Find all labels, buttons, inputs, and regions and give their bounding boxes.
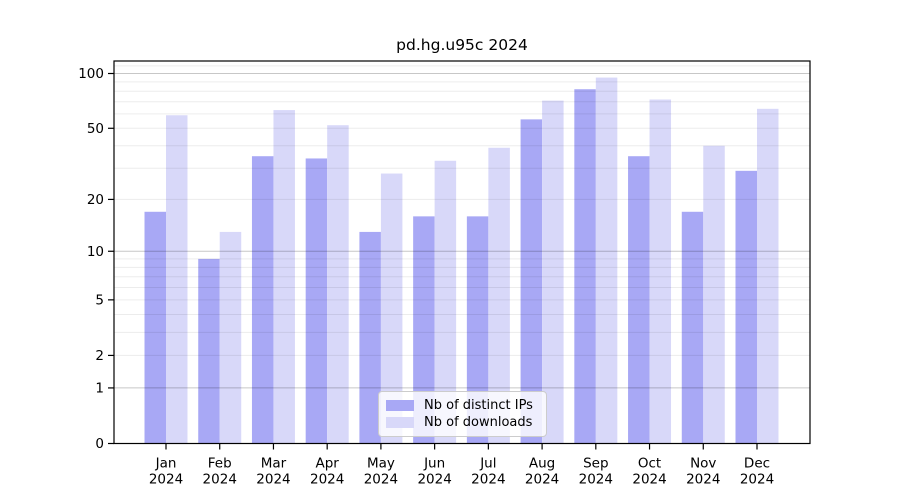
x-tick-label-month: Feb (208, 456, 232, 472)
bar-downloads-feb (219, 231, 242, 444)
x-tick-label-month: Oct (638, 456, 661, 472)
x-tick-label-year: 2024 (256, 472, 290, 488)
y-tick-label: 100 (78, 66, 104, 82)
legend-item-downloads: Nb of downloads (386, 415, 538, 430)
bar-downloads-apr (327, 125, 349, 444)
legend-swatch-downloads-icon (386, 417, 414, 428)
x-tick-label-month: Jul (479, 456, 496, 472)
bar-distinct-ips-mar (251, 156, 274, 444)
x-tick-label-month: Sep (583, 456, 608, 472)
chart-title: pd.hg.u95c 2024 (396, 36, 528, 54)
bar-downloads-oct (649, 99, 672, 444)
x-tick-label-year: 2024 (632, 472, 666, 488)
legend-label-distinct-ips: Nb of distinct IPs (424, 398, 533, 413)
x-tick-label-month: Jun (423, 456, 445, 472)
y-tick-label: 5 (95, 292, 104, 308)
x-tick-label-year: 2024 (364, 472, 398, 488)
x-tick-label-year: 2024 (525, 472, 559, 488)
x-tick-label-year: 2024 (686, 472, 720, 488)
y-tick-label: 1 (95, 380, 104, 396)
y-tick-label: 10 (87, 244, 104, 260)
bar-downloads-nov (703, 145, 725, 444)
x-tick-label-month: Nov (690, 456, 716, 472)
legend-label-downloads: Nb of downloads (424, 415, 533, 430)
x-tick-label-year: 2024 (203, 472, 237, 488)
bar-downloads-sep (595, 77, 618, 444)
bar-downloads-jul (488, 147, 510, 444)
bar-downloads-aug (542, 100, 564, 444)
bar-distinct-ips-feb (198, 258, 220, 444)
bar-distinct-ips-dec (735, 170, 757, 444)
bar-distinct-ips-jan (144, 211, 166, 444)
bar-distinct-ips-may (359, 231, 381, 444)
legend-swatch-distinct-ips-icon (386, 400, 414, 411)
bar-downloads-dec (756, 108, 779, 444)
bar-distinct-ips-aug (520, 119, 543, 444)
y-tick-label: 2 (95, 348, 104, 364)
y-tick-label: 20 (87, 192, 104, 208)
bar-downloads-jan (166, 115, 188, 444)
bar-distinct-ips-apr (305, 158, 328, 444)
bar-distinct-ips-oct (628, 156, 650, 444)
bar-distinct-ips-sep (574, 89, 596, 444)
y-tick-label: 50 (87, 121, 104, 137)
x-tick-label-month: May (367, 456, 395, 472)
x-tick-label-year: 2024 (149, 472, 183, 488)
bar-downloads-mar (273, 110, 295, 444)
x-tick-label-year: 2024 (579, 472, 613, 488)
x-tick-label-year: 2024 (740, 472, 774, 488)
x-tick-label-month: Dec (744, 456, 770, 472)
x-tick-label-year: 2024 (417, 472, 451, 488)
x-tick-label-month: Jan (155, 456, 177, 472)
bar-downloads-may (380, 173, 403, 444)
bar-distinct-ips-jul (466, 216, 489, 444)
legend: Nb of distinct IPs Nb of downloads (378, 391, 547, 437)
plot-border (113, 60, 811, 445)
bar-downloads-jun (434, 160, 457, 444)
x-tick-label-month: Apr (316, 456, 340, 472)
x-tick-label-month: Aug (529, 456, 555, 472)
bar-distinct-ips-nov (681, 211, 704, 444)
x-tick-label-year: 2024 (471, 472, 505, 488)
y-tick-label: 0 (95, 436, 104, 452)
x-tick-label-year: 2024 (310, 472, 344, 488)
bar-distinct-ips-jun (413, 216, 435, 444)
x-tick-label-month: Mar (261, 456, 287, 472)
legend-item-distinct-ips: Nb of distinct IPs (386, 398, 538, 413)
